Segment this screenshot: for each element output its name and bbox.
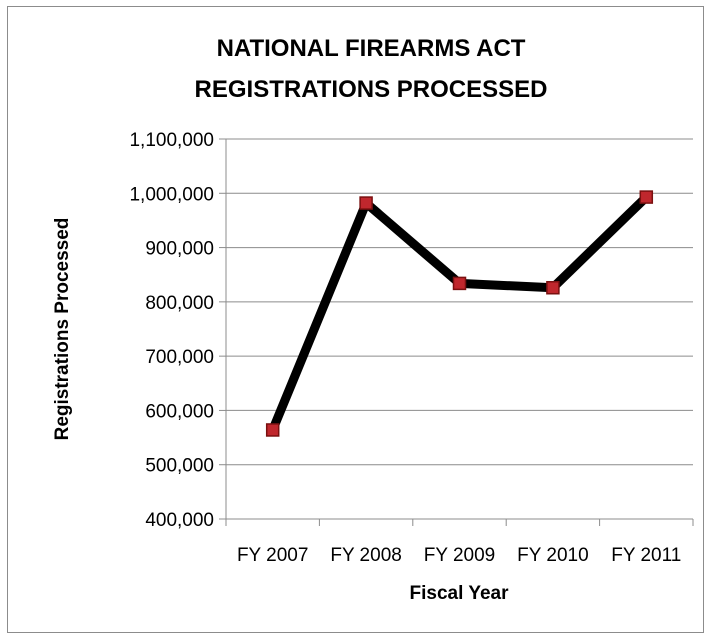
y-tick-label: 600,000 <box>145 401 214 422</box>
data-point-marker <box>360 197 372 209</box>
x-tick-labels: FY 2007 FY 2008 FY 2009 FY 2010 FY 2011 <box>237 545 681 566</box>
data-point-marker <box>454 277 466 289</box>
y-axis-title: Registrations Processed <box>52 218 73 441</box>
y-tick-label: 700,000 <box>145 347 214 368</box>
x-axis-title: Fiscal Year <box>410 583 510 604</box>
x-tick-label: FY 2007 <box>237 545 308 566</box>
x-tick-label: FY 2011 <box>611 545 681 566</box>
chart-title-line-1: NATIONAL FIREARMS ACT <box>217 35 526 62</box>
y-tick-labels: 400,000 500,000 600,000 700,000 800,000 900,0… <box>129 130 214 531</box>
y-tick-label: 500,000 <box>145 456 214 477</box>
data-point-marker <box>267 424 279 436</box>
y-tick-label: 900,000 <box>145 239 214 260</box>
data-point-marker <box>640 191 652 203</box>
y-tick-label: 800,000 <box>145 293 214 314</box>
axes <box>219 139 693 526</box>
y-tick-label: 400,000 <box>145 510 214 531</box>
data-point-marker <box>547 282 559 294</box>
series-line <box>273 197 647 430</box>
x-tick-label: FY 2010 <box>517 545 588 566</box>
chart-title-line-2: REGISTRATIONS PROCESSED <box>195 76 548 103</box>
x-tick-label: FY 2008 <box>330 545 401 566</box>
series-layer <box>267 191 653 436</box>
gridlines <box>226 139 693 465</box>
y-tick-label: 1,100,000 <box>129 130 214 151</box>
x-tick-label: FY 2009 <box>424 545 495 566</box>
y-tick-label: 1,000,000 <box>129 184 214 205</box>
